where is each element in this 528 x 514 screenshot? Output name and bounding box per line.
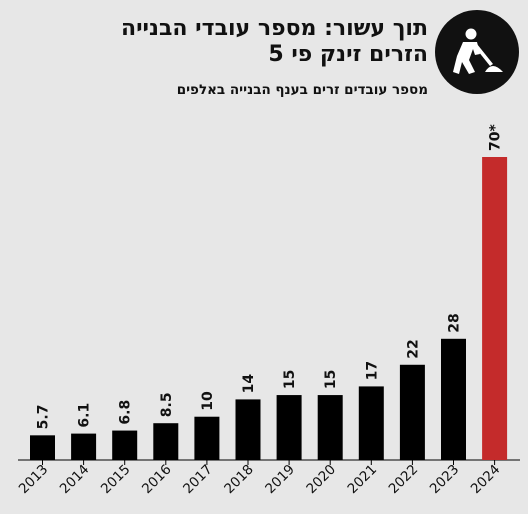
value-label-2015: 6.8	[118, 400, 134, 425]
value-label-2018: 14	[241, 374, 257, 394]
value-label-2022: 22	[405, 339, 421, 358]
bar-2017	[194, 416, 220, 460]
bar-2015	[112, 430, 138, 460]
value-label-2013: 5.7	[36, 405, 52, 430]
category-label-2023: 2023	[427, 462, 463, 498]
value-label-2017: 10	[200, 391, 216, 411]
category-label-2018: 2018	[221, 462, 257, 498]
value-label-2014: 6.1	[77, 403, 93, 428]
category-label-2017: 2017	[180, 462, 216, 498]
bar-2019	[276, 395, 302, 460]
bar-2021	[358, 386, 384, 460]
category-label-2014: 2014	[57, 462, 93, 498]
category-label-2019: 2019	[262, 462, 298, 498]
bar-2014	[71, 433, 97, 460]
bar-2022	[399, 364, 425, 460]
construction-worker-icon	[453, 28, 503, 74]
category-label-2013: 2013	[16, 462, 52, 498]
title-line-2: הזרים זינק פי 5	[268, 42, 428, 67]
chart-subtitle: מספר עובדים זרים בענף הבנייה באלפים	[176, 82, 428, 98]
bar-2013	[30, 435, 55, 460]
value-label-2021: 17	[364, 361, 380, 380]
category-label-2021: 2021	[345, 462, 381, 498]
logo-badge	[435, 10, 519, 94]
category-label-2016: 2016	[139, 462, 175, 498]
category-label-2024: 2024	[468, 462, 504, 498]
bar-2023	[441, 338, 466, 460]
value-label-2023: 28	[447, 313, 463, 332]
value-label-2024: 70*	[488, 124, 504, 151]
value-label-2019: 15	[282, 370, 298, 389]
category-label-2015: 2015	[98, 462, 134, 498]
bar-2018	[235, 399, 261, 460]
bar-2016	[153, 423, 179, 460]
bar-2020	[317, 395, 343, 460]
title-line-1: תוך עשור: מספר עובדי הבנייה	[120, 16, 428, 41]
category-label-2022: 2022	[386, 462, 422, 498]
value-label-2016: 8.5	[159, 392, 175, 417]
category-label-2020: 2020	[303, 462, 339, 498]
chart-title: תוך עשור: מספר עובדי הבנייה הזרים זינק פ…	[8, 16, 428, 68]
value-label-2020: 15	[323, 370, 339, 389]
bar-2024	[482, 157, 508, 460]
